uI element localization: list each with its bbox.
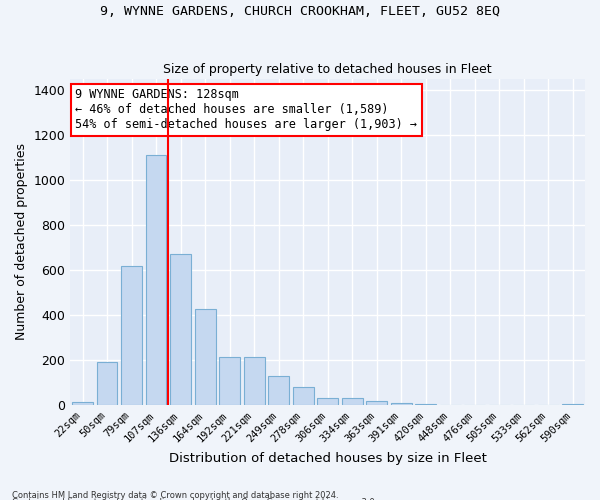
Text: 9, WYNNE GARDENS, CHURCH CROOKHAM, FLEET, GU52 8EQ: 9, WYNNE GARDENS, CHURCH CROOKHAM, FLEET… bbox=[100, 5, 500, 18]
Bar bbox=[97, 362, 118, 405]
Bar bbox=[268, 376, 289, 405]
Bar bbox=[562, 404, 583, 405]
Text: 9 WYNNE GARDENS: 128sqm
← 46% of detached houses are smaller (1,589)
54% of semi: 9 WYNNE GARDENS: 128sqm ← 46% of detache… bbox=[76, 88, 418, 132]
Bar bbox=[293, 387, 314, 405]
Text: Contains public sector information licensed under the Open Government Licence v3: Contains public sector information licen… bbox=[12, 498, 377, 500]
Bar bbox=[317, 398, 338, 405]
Bar bbox=[146, 155, 166, 405]
X-axis label: Distribution of detached houses by size in Fleet: Distribution of detached houses by size … bbox=[169, 452, 487, 465]
Title: Size of property relative to detached houses in Fleet: Size of property relative to detached ho… bbox=[163, 63, 492, 76]
Bar bbox=[415, 404, 436, 405]
Bar bbox=[244, 357, 265, 405]
Bar bbox=[391, 403, 412, 405]
Y-axis label: Number of detached properties: Number of detached properties bbox=[15, 144, 28, 340]
Bar bbox=[194, 310, 215, 405]
Bar bbox=[170, 254, 191, 405]
Bar bbox=[342, 398, 362, 405]
Bar bbox=[121, 266, 142, 405]
Text: Contains HM Land Registry data © Crown copyright and database right 2024.: Contains HM Land Registry data © Crown c… bbox=[12, 490, 338, 500]
Bar bbox=[72, 402, 93, 405]
Bar bbox=[366, 400, 387, 405]
Bar bbox=[219, 357, 240, 405]
